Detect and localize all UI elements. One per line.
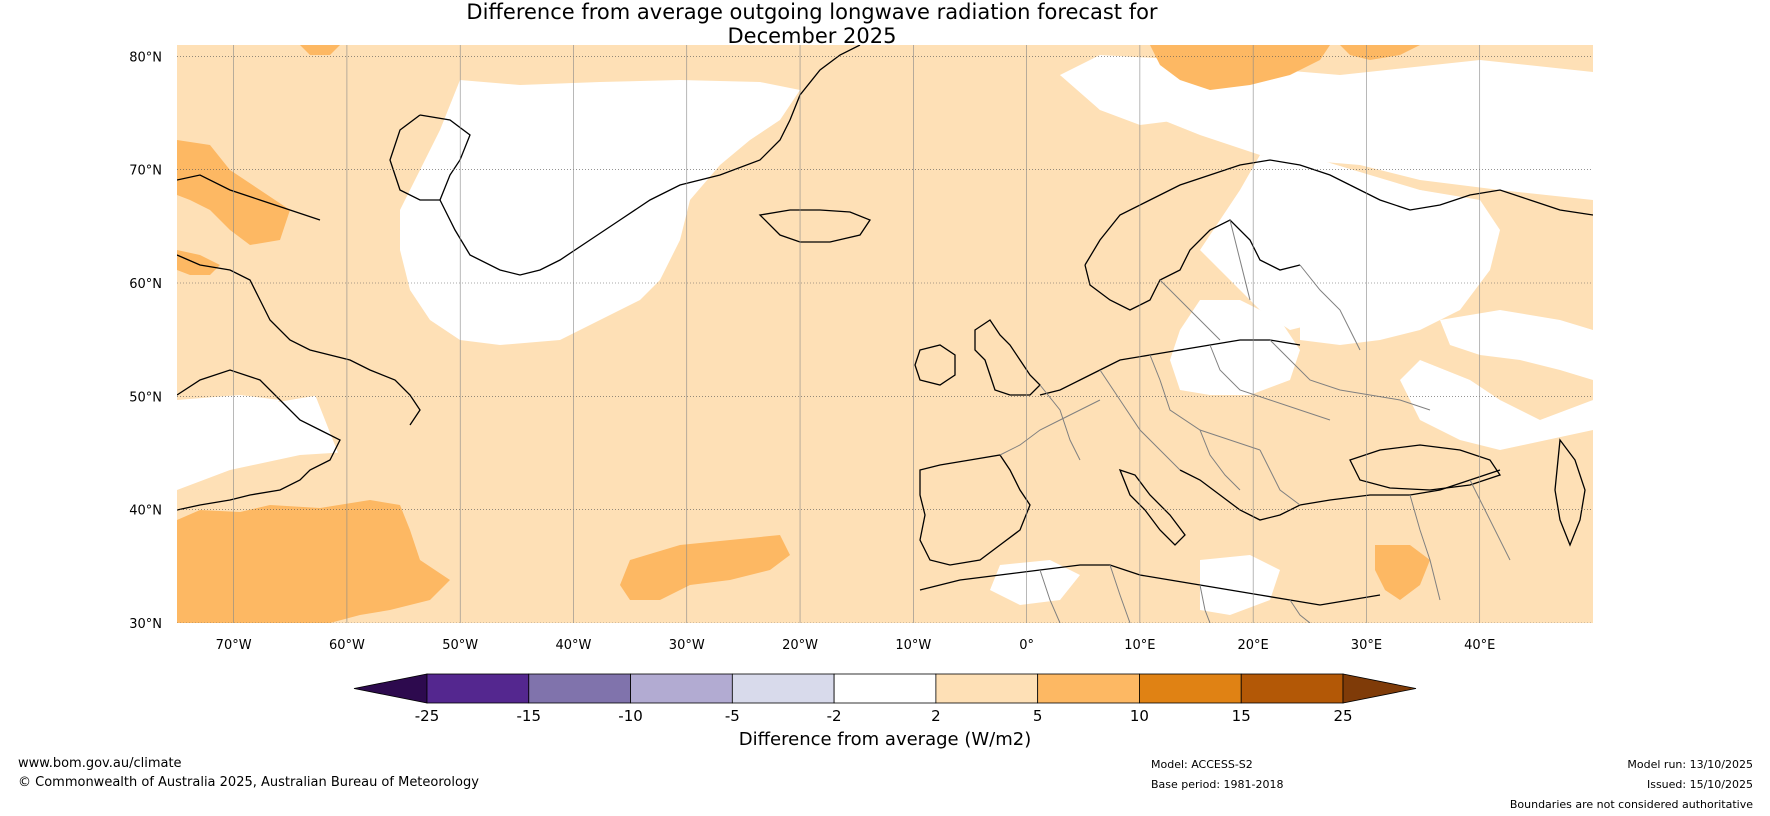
colorbar-tick-label: -10 xyxy=(618,707,643,725)
colorbar-tick-label: 2 xyxy=(931,707,941,725)
latitude-label: 80°N xyxy=(129,50,162,65)
colorbar-tick-label: -2 xyxy=(827,707,842,725)
title-line-2: December 2025 xyxy=(727,24,897,48)
footer-website[interactable]: www.bom.gov.au/climate xyxy=(18,756,182,771)
graticule xyxy=(177,45,1593,623)
longitude-label: 20°W xyxy=(782,638,818,653)
colorbar-tick-label: 15 xyxy=(1232,707,1251,725)
footer-copyright: © Commonwealth of Australia 2025, Austra… xyxy=(18,775,479,790)
colorbar-tick-label: -5 xyxy=(725,707,740,725)
footer-base-period: Base period: 1981-2018 xyxy=(1151,778,1284,791)
colorbar-bin xyxy=(426,673,530,704)
longitude-label: 10°E xyxy=(1124,638,1155,653)
map-plot-area xyxy=(177,45,1593,623)
colorbar-bin xyxy=(1037,673,1140,704)
colorbar-bin xyxy=(935,673,1039,704)
longitude-label: 50°W xyxy=(442,638,478,653)
colorbar-bin xyxy=(731,673,835,704)
colorbar-bin xyxy=(630,673,733,704)
longitude-label: 60°W xyxy=(329,638,365,653)
title-line-1: Difference from average outgoing longwav… xyxy=(466,0,1158,24)
longitude-label: 40°W xyxy=(556,638,592,653)
latitude-label: 70°N xyxy=(129,164,162,179)
latitude-label: 50°N xyxy=(129,390,162,405)
colorbar-bin xyxy=(1139,673,1242,704)
colorbar-bin xyxy=(833,673,937,704)
colorbar-under-triangle xyxy=(353,673,428,704)
colorbar-tick-label: -15 xyxy=(517,707,542,725)
longitude-label: 20°E xyxy=(1238,638,1269,653)
colorbar: -25 -15 -10 -5 -2 2 5 10 15 25 xyxy=(353,673,1417,725)
colorbar-bin xyxy=(528,673,631,704)
longitude-label: 70°W xyxy=(216,638,252,653)
colorbar-tick-label: 10 xyxy=(1130,707,1149,725)
latitude-label: 60°N xyxy=(129,277,162,292)
colorbar-tick-label: -25 xyxy=(415,707,440,725)
longitude-label: 0° xyxy=(1019,638,1034,653)
colorbar-over-triangle xyxy=(1342,673,1417,704)
longitude-labels: 70°W 60°W 50°W 40°W 30°W 20°W 10°W 0° 10°E 20°E 30… xyxy=(216,638,1496,653)
footer-issued: Issued: 15/10/2025 xyxy=(1646,778,1753,791)
footer-model: Model: ACCESS-S2 xyxy=(1151,758,1253,771)
colorbar-tick-label: 25 xyxy=(1333,707,1352,725)
neutral-areas xyxy=(177,60,1593,615)
colorbar-tick-label: 5 xyxy=(1033,707,1043,725)
latitude-labels: 80°N 70°N 60°N 50°N 40°N 30°N xyxy=(129,50,162,632)
colorbar-bin xyxy=(1240,673,1344,704)
longitude-label: 40°E xyxy=(1464,638,1495,653)
longitude-label: 30°E xyxy=(1351,638,1382,653)
longitude-label: 10°W xyxy=(895,638,931,653)
latitude-label: 30°N xyxy=(129,617,162,632)
map-title: Difference from average outgoing longwav… xyxy=(0,0,1770,48)
longitude-label: 30°W xyxy=(669,638,705,653)
colorbar-title: Difference from average (W/m2) xyxy=(739,729,1031,750)
footer-disclaimer: Boundaries are not considered authoritat… xyxy=(1509,798,1753,811)
latitude-label: 40°N xyxy=(129,504,162,519)
footer-model-run: Model run: 13/10/2025 xyxy=(1627,758,1753,771)
